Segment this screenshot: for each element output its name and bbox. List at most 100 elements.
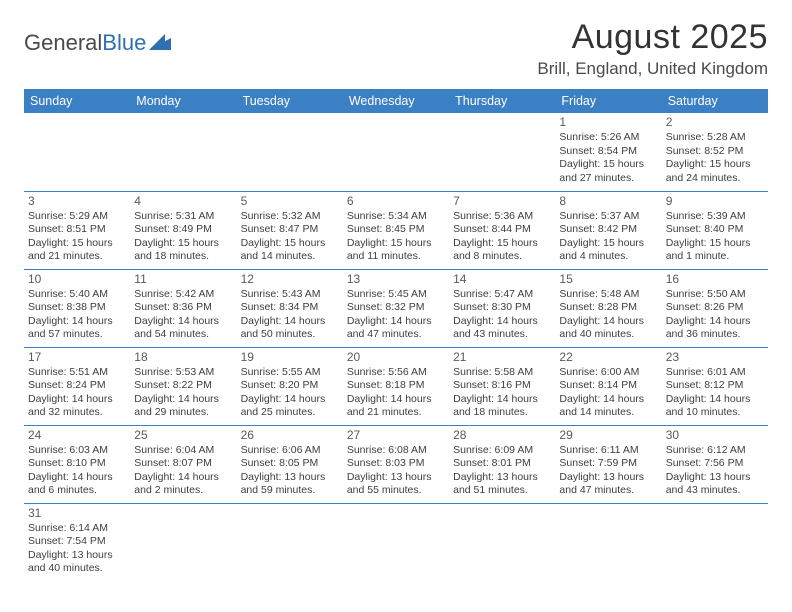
day-number: 22	[559, 350, 657, 365]
sunset-text: Sunset: 8:01 PM	[453, 457, 551, 470]
month-title: August 2025	[537, 18, 768, 57]
sunset-text: Sunset: 7:54 PM	[28, 535, 126, 548]
calendar-cell: 9Sunrise: 5:39 AMSunset: 8:40 PMDaylight…	[662, 191, 768, 269]
calendar-row: 24Sunrise: 6:03 AMSunset: 8:10 PMDayligh…	[24, 425, 768, 503]
day-number: 7	[453, 194, 551, 209]
sunrise-text: Sunrise: 5:47 AM	[453, 288, 551, 301]
sunrise-text: Sunrise: 5:40 AM	[28, 288, 126, 301]
calendar-cell: 10Sunrise: 5:40 AMSunset: 8:38 PMDayligh…	[24, 269, 130, 347]
day-header: Thursday	[449, 89, 555, 113]
day-number: 8	[559, 194, 657, 209]
day-number: 31	[28, 506, 126, 521]
sunset-text: Sunset: 7:56 PM	[666, 457, 764, 470]
day-number: 26	[241, 428, 339, 443]
daylight-text: Daylight: 14 hours and 54 minutes.	[134, 315, 232, 342]
calendar-cell: 4Sunrise: 5:31 AMSunset: 8:49 PMDaylight…	[130, 191, 236, 269]
day-number: 18	[134, 350, 232, 365]
sunrise-text: Sunrise: 5:51 AM	[28, 366, 126, 379]
sunrise-text: Sunrise: 6:06 AM	[241, 444, 339, 457]
calendar-row: 1Sunrise: 5:26 AMSunset: 8:54 PMDaylight…	[24, 113, 768, 191]
day-header: Friday	[555, 89, 661, 113]
sunrise-text: Sunrise: 6:14 AM	[28, 522, 126, 535]
sunset-text: Sunset: 8:22 PM	[134, 379, 232, 392]
sunset-text: Sunset: 8:49 PM	[134, 223, 232, 236]
day-number: 16	[666, 272, 764, 287]
daylight-text: Daylight: 14 hours and 40 minutes.	[559, 315, 657, 342]
sunset-text: Sunset: 7:59 PM	[559, 457, 657, 470]
logo-text-1: General	[24, 30, 102, 56]
calendar-cell	[237, 503, 343, 581]
daylight-text: Daylight: 14 hours and 29 minutes.	[134, 393, 232, 420]
sunset-text: Sunset: 8:54 PM	[559, 145, 657, 158]
calendar-cell	[449, 503, 555, 581]
calendar-cell: 29Sunrise: 6:11 AMSunset: 7:59 PMDayligh…	[555, 425, 661, 503]
calendar-row: 3Sunrise: 5:29 AMSunset: 8:51 PMDaylight…	[24, 191, 768, 269]
calendar-cell: 13Sunrise: 5:45 AMSunset: 8:32 PMDayligh…	[343, 269, 449, 347]
calendar-cell: 27Sunrise: 6:08 AMSunset: 8:03 PMDayligh…	[343, 425, 449, 503]
day-header: Wednesday	[343, 89, 449, 113]
sunrise-text: Sunrise: 5:36 AM	[453, 210, 551, 223]
day-number: 12	[241, 272, 339, 287]
calendar-body: 1Sunrise: 5:26 AMSunset: 8:54 PM Daylight…	[24, 113, 768, 581]
daylight-text: Daylight: 15 hours and 14 minutes.	[241, 237, 339, 264]
sunrise-text: Sunrise: 5:50 AM	[666, 288, 764, 301]
sunrise-text: Sunrise: 5:42 AM	[134, 288, 232, 301]
sunset-text: Sunset: 8:40 PM	[666, 223, 764, 236]
calendar-row: 17Sunrise: 5:51 AMSunset: 8:24 PMDayligh…	[24, 347, 768, 425]
sunrise-text: Sunrise: 6:04 AM	[134, 444, 232, 457]
daylight-text: Daylight: 14 hours and 25 minutes.	[241, 393, 339, 420]
calendar-cell	[237, 113, 343, 191]
sunset-text: Sunset: 8:05 PM	[241, 457, 339, 470]
sunrise-text: Sunrise: 5:26 AM	[559, 131, 657, 144]
sunrise-text: Sunrise: 5:53 AM	[134, 366, 232, 379]
sunset-text: Sunset: 8:18 PM	[347, 379, 445, 392]
sunrise-text: Sunrise: 6:08 AM	[347, 444, 445, 457]
day-number: 17	[28, 350, 126, 365]
sunrise-text: Sunrise: 5:39 AM	[666, 210, 764, 223]
daylight-text: Daylight: 14 hours and 32 minutes.	[28, 393, 126, 420]
day-number: 20	[347, 350, 445, 365]
header: GeneralBlue August 2025 Brill, England, …	[24, 18, 768, 79]
daylight-text: Daylight: 15 hours and 1 minute.	[666, 237, 764, 264]
sunset-text: Sunset: 8:36 PM	[134, 301, 232, 314]
title-block: August 2025 Brill, England, United Kingd…	[537, 18, 768, 79]
daylight-text: Daylight: 13 hours and 59 minutes.	[241, 471, 339, 498]
calendar-cell	[449, 113, 555, 191]
calendar-cell: 28Sunrise: 6:09 AMSunset: 8:01 PMDayligh…	[449, 425, 555, 503]
location: Brill, England, United Kingdom	[537, 59, 768, 79]
day-header: Monday	[130, 89, 236, 113]
sunrise-text: Sunrise: 6:09 AM	[453, 444, 551, 457]
daylight-text: Daylight: 14 hours and 47 minutes.	[347, 315, 445, 342]
sunset-text: Sunset: 8:52 PM	[666, 145, 764, 158]
sunset-text: Sunset: 8:34 PM	[241, 301, 339, 314]
calendar-cell: 12Sunrise: 5:43 AMSunset: 8:34 PMDayligh…	[237, 269, 343, 347]
sunrise-text: Sunrise: 5:32 AM	[241, 210, 339, 223]
daylight-text: Daylight: 15 hours and 18 minutes.	[134, 237, 232, 264]
sunset-text: Sunset: 8:30 PM	[453, 301, 551, 314]
day-number: 28	[453, 428, 551, 443]
sunset-text: Sunset: 8:38 PM	[28, 301, 126, 314]
daylight-text: Daylight: 13 hours and 43 minutes.	[666, 471, 764, 498]
calendar-cell: 14Sunrise: 5:47 AMSunset: 8:30 PMDayligh…	[449, 269, 555, 347]
calendar-cell	[343, 503, 449, 581]
calendar-row: 31Sunrise: 6:14 AMSunset: 7:54 PMDayligh…	[24, 503, 768, 581]
calendar-cell	[555, 503, 661, 581]
sunrise-text: Sunrise: 5:31 AM	[134, 210, 232, 223]
calendar-cell: 30Sunrise: 6:12 AMSunset: 7:56 PMDayligh…	[662, 425, 768, 503]
calendar-cell: 21Sunrise: 5:58 AMSunset: 8:16 PMDayligh…	[449, 347, 555, 425]
calendar-cell: 8Sunrise: 5:37 AMSunset: 8:42 PMDaylight…	[555, 191, 661, 269]
daylight-text: Daylight: 13 hours and 40 minutes.	[28, 549, 126, 576]
daylight-text: Daylight: 14 hours and 2 minutes.	[134, 471, 232, 498]
calendar-cell: 5Sunrise: 5:32 AMSunset: 8:47 PMDaylight…	[237, 191, 343, 269]
day-number: 1	[559, 115, 657, 130]
calendar-cell: 19Sunrise: 5:55 AMSunset: 8:20 PMDayligh…	[237, 347, 343, 425]
day-number: 27	[347, 428, 445, 443]
day-number: 30	[666, 428, 764, 443]
day-number: 23	[666, 350, 764, 365]
sunrise-text: Sunrise: 5:34 AM	[347, 210, 445, 223]
calendar-table: SundayMondayTuesdayWednesdayThursdayFrid…	[24, 89, 768, 581]
sunrise-text: Sunrise: 5:37 AM	[559, 210, 657, 223]
calendar-cell: 3Sunrise: 5:29 AMSunset: 8:51 PMDaylight…	[24, 191, 130, 269]
sunrise-text: Sunrise: 5:56 AM	[347, 366, 445, 379]
day-number: 29	[559, 428, 657, 443]
